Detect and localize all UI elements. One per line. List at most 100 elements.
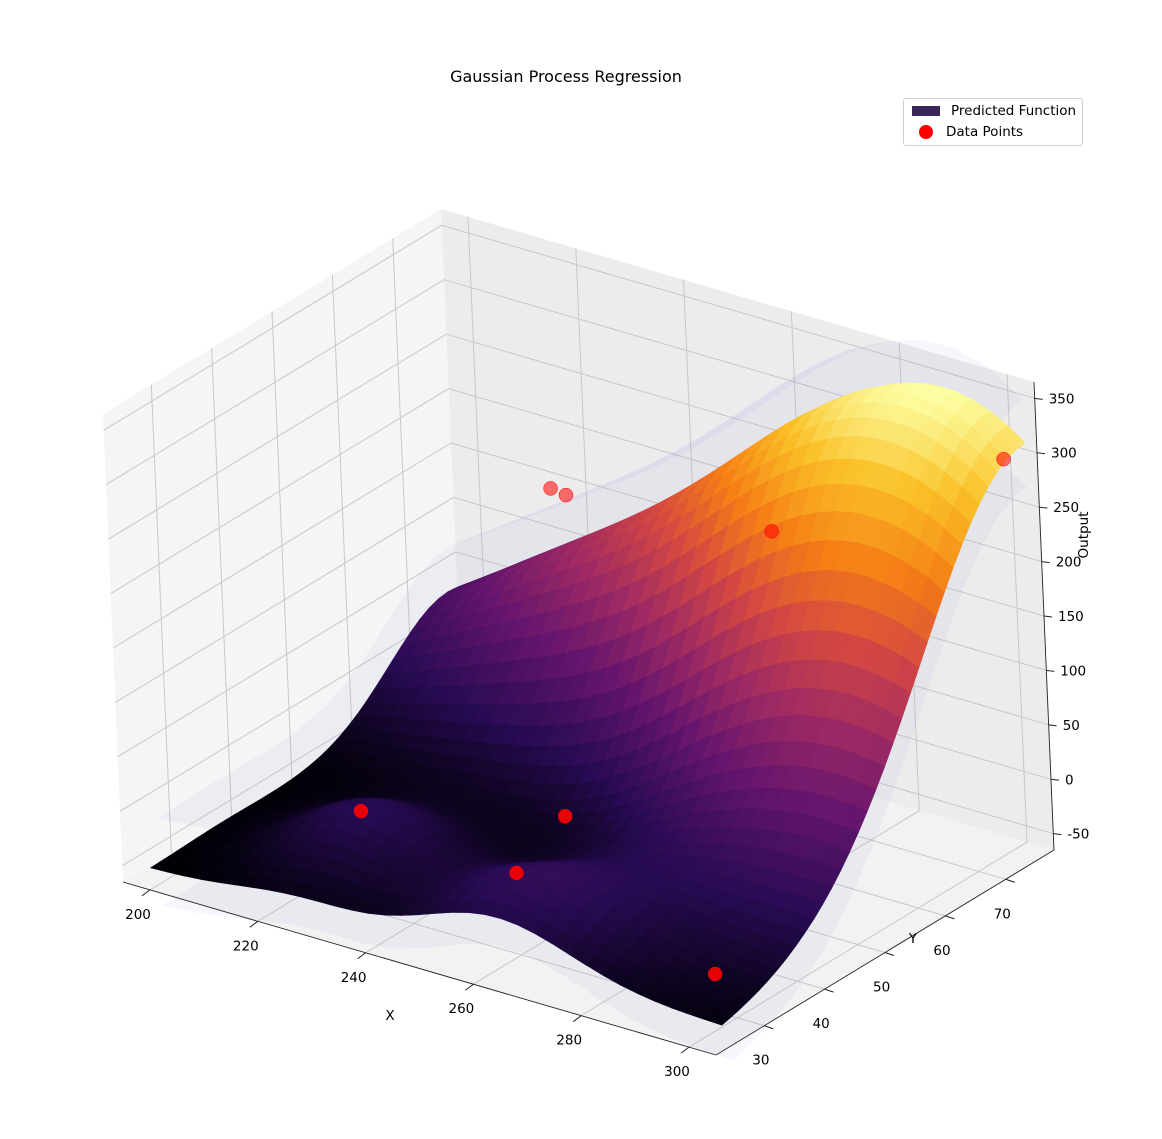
data-point [707, 966, 723, 982]
data-point [509, 865, 524, 881]
upper-band-patch [567, 478, 619, 504]
upper-band-patch [210, 795, 263, 813]
upper-band-patch [501, 504, 554, 530]
z-tick-label: 250 [1053, 500, 1079, 516]
upper-band-patch [191, 811, 244, 831]
lower-band-patch [162, 893, 215, 913]
lower-band-patch [180, 881, 233, 899]
upper-band-patch [716, 406, 758, 429]
gridline-z-left [103, 224, 442, 431]
lower-band-patch [631, 1000, 685, 1036]
upper-band-patch [813, 350, 856, 367]
upper-band-patch [432, 554, 484, 595]
data-point [543, 481, 558, 496]
z-tick-label: 100 [1060, 663, 1086, 679]
upper-band-patch [214, 770, 267, 785]
upper-band-patch [744, 379, 795, 432]
legend-swatch-marker [919, 125, 933, 139]
y-tick-label: 70 [994, 906, 1011, 922]
upper-band-patch [614, 459, 665, 508]
upper-band-patch [780, 365, 823, 386]
x-tick-mark [249, 920, 259, 928]
x-axis-label: X [385, 1008, 394, 1024]
lower-band-patch [414, 913, 467, 930]
y-tick-label: 40 [813, 1016, 830, 1032]
x-tick-mark [141, 889, 151, 897]
lower-band-patch [529, 934, 582, 976]
lower-band-patch [447, 912, 500, 930]
y-tick-label: 60 [933, 943, 950, 959]
x-tick-label: 200 [125, 907, 151, 923]
y-axis-label: Y [908, 931, 918, 947]
z-tick-label: -50 [1067, 827, 1089, 843]
upper-band-patch [651, 446, 694, 465]
y-tick-mark [824, 988, 834, 993]
lower-band-patch [597, 978, 651, 1020]
y-tick-mark [945, 915, 955, 920]
upper-band-patch [534, 491, 586, 517]
upper-band-patch [177, 794, 230, 812]
upper-band-patch [926, 353, 980, 396]
gridline-z-left [117, 551, 456, 758]
upper-band-patch [233, 759, 286, 774]
gridline-z-back [441, 224, 1035, 399]
upper-band-patch [488, 516, 531, 531]
upper-band-patch [465, 542, 517, 588]
upper-band-patch [549, 490, 600, 532]
legend-item-predicted: Predicted Function [904, 101, 1076, 121]
lower-band-patch [665, 1018, 718, 1050]
chart-title: Gaussian Process Regression [450, 67, 682, 86]
lower-band-patch [329, 907, 382, 944]
gridline-z-left [105, 279, 445, 486]
lower-band-patch [195, 898, 248, 918]
upper-band-patch [679, 418, 730, 474]
upper-band-patch [664, 427, 716, 460]
gridline-z-left [110, 388, 449, 595]
z-tick-mark [1046, 669, 1055, 672]
x-tick-mark [572, 1015, 582, 1023]
lower-band-patch [699, 1031, 752, 1061]
z-tick-mark [1043, 615, 1053, 618]
upper-band-patch [516, 503, 568, 543]
axis-ticks: 200 220 240 260 280 300 30 40 50 60 70 -50 0 50 100 150… [125, 391, 1089, 1080]
z-tick-mark [1039, 506, 1048, 509]
upper-band-patch [945, 348, 989, 374]
upper-band-patch [363, 628, 415, 660]
gridline-z-left [115, 496, 454, 703]
x-tick-label: 260 [449, 1001, 475, 1017]
z-tick-mark [1036, 452, 1046, 455]
upper-band-patch [632, 446, 684, 476]
x-tick-label: 240 [341, 970, 367, 986]
y-tick-label: 30 [752, 1053, 769, 1069]
lower-band-patch [295, 898, 348, 934]
upper-band-patch [308, 704, 361, 729]
upper-band-patch [252, 748, 305, 764]
lower-band-patch [717, 1012, 770, 1044]
upper-band-patch [711, 397, 762, 453]
data-point [764, 524, 779, 539]
data-point [557, 808, 573, 824]
gridline-z-left [112, 442, 452, 649]
upper-band-patch [436, 531, 489, 556]
y-tick-mark [884, 952, 895, 956]
lower-band-patch [228, 897, 281, 921]
gridline-z-left [119, 605, 459, 812]
upper-band-patch [581, 475, 633, 521]
z-tick-mark [1041, 561, 1050, 564]
upper-band-patch [450, 529, 502, 566]
lower-band-patch [262, 897, 314, 926]
x-tick-label: 300 [664, 1064, 690, 1080]
legend: Predicted Function Data Points [903, 98, 1083, 146]
upper-band-patch [195, 782, 248, 798]
upper-band-patch [400, 565, 451, 602]
upper-band-patch [893, 343, 946, 374]
lower-band-patch [563, 954, 616, 999]
z-tick-mark [1053, 833, 1062, 836]
z-tick-label: 0 [1065, 772, 1074, 788]
upper-band-patch [683, 427, 726, 449]
upper-band-patch [455, 529, 498, 544]
legend-label-predicted: Predicted Function [951, 103, 1077, 119]
surface-patch [704, 1011, 732, 1026]
